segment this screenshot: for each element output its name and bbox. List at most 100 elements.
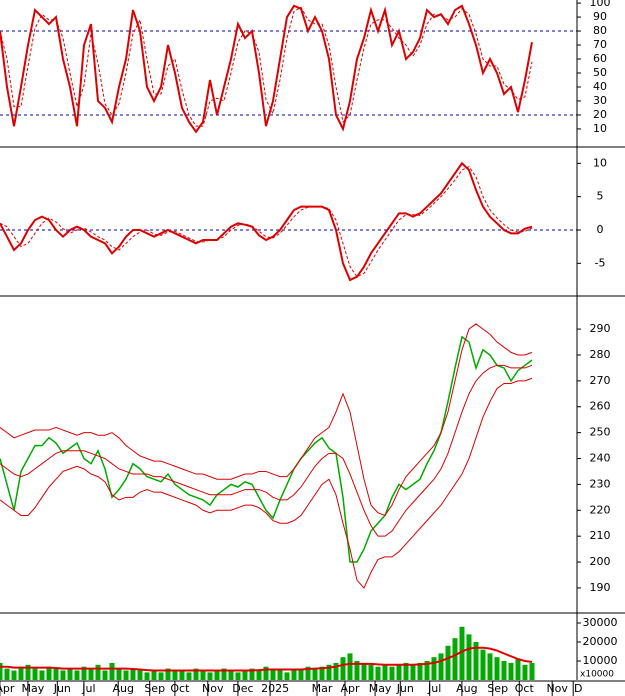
volume-bar (389, 666, 395, 680)
volume-bar (144, 672, 150, 680)
y-tick-label: 30 (593, 94, 607, 107)
series-line (0, 4, 533, 134)
y-tick-label: 70 (593, 38, 607, 51)
volume-bar (4, 668, 10, 680)
volume-bar (228, 670, 234, 680)
volume-bar (487, 653, 493, 680)
volume-bar (396, 664, 402, 680)
volume-bar (186, 672, 192, 680)
y-tick-label: 250 (590, 426, 611, 439)
volume-bar (501, 660, 507, 680)
volume-bar (53, 668, 59, 680)
x-tick-label: Jun (53, 682, 71, 695)
x-tick-label: Apr (0, 682, 15, 695)
volume-bar (326, 664, 332, 680)
volume-bar (256, 670, 262, 680)
volume-bar (39, 670, 45, 680)
x-tick-label: May (369, 682, 392, 695)
volume-bar (480, 649, 486, 680)
volume-bar (333, 662, 339, 680)
x-tick-label: Jun (396, 682, 414, 695)
y-tick-label: 10 (593, 156, 607, 169)
series-line (0, 161, 533, 282)
y-tick-label: 5 (597, 190, 604, 203)
volume-bar (319, 666, 325, 680)
series-line (0, 166, 533, 278)
x-tick-label: 2025 (261, 682, 289, 695)
y-tick-label: 0 (597, 223, 604, 236)
volume-bar (347, 653, 353, 680)
volume-bar (417, 662, 423, 680)
volume-bar (375, 666, 381, 680)
volume-bar (508, 662, 514, 680)
x-tick-label: Aug (112, 682, 133, 695)
series-line (0, 6, 533, 127)
y-tick-label: 210 (590, 529, 611, 542)
volume-bar (354, 660, 360, 680)
y-tick-label: 20 (593, 108, 607, 121)
series-line (0, 335, 533, 563)
volume-bar (340, 657, 346, 680)
x-tick-label: Oct (170, 682, 190, 695)
volume-bar (116, 668, 122, 680)
volume-bar (151, 670, 157, 680)
volume-bar (459, 626, 465, 680)
volume-bar (25, 664, 31, 680)
volume-bar (11, 670, 17, 680)
y-tick-label: 60 (593, 52, 607, 65)
x-tick-label: Nov (546, 682, 568, 695)
y-tick-label: 30000 (583, 616, 618, 629)
y-tick-label: 260 (590, 400, 611, 413)
volume-bar (410, 664, 416, 680)
x-tick-label: Nov (202, 682, 224, 695)
series-line (0, 364, 533, 537)
volume-bar (88, 668, 94, 680)
volume-bar (130, 668, 136, 680)
x-tick-label: May (22, 682, 45, 695)
volume-bar (200, 670, 206, 680)
y-tick-label: 290 (590, 322, 611, 335)
volume-bar (494, 657, 500, 680)
volume-bar (158, 672, 164, 680)
y-tick-label: -5 (595, 256, 606, 269)
volume-bar (137, 670, 143, 680)
volume-bar (81, 666, 87, 680)
volume-bar (529, 662, 535, 680)
y-tick-label: 10 (593, 122, 607, 135)
x-tick-label: Mar (312, 682, 333, 695)
volume-bar (165, 668, 171, 680)
y-tick-label: 20000 (583, 635, 618, 648)
volume-bar (284, 672, 290, 680)
volume-bar (466, 634, 472, 680)
y-tick-label: 270 (590, 374, 611, 387)
volume-bar (207, 672, 213, 680)
volume-bar (438, 653, 444, 680)
x-tick-label: Jul (81, 682, 95, 695)
y-tick-label: 90 (593, 10, 607, 23)
volume-bar (452, 638, 458, 680)
y-unit-label: x10000 (580, 670, 614, 680)
series-line (0, 377, 533, 589)
x-tick-label: Apr (340, 682, 360, 695)
y-tick-label: 190 (590, 581, 611, 594)
y-tick-label: 280 (590, 348, 611, 361)
volume-bar (214, 670, 220, 680)
volume-bar (291, 670, 297, 680)
y-tick-label: 40 (593, 80, 607, 93)
volume-bar (102, 670, 108, 680)
volume-bar (298, 668, 304, 680)
x-tick-label: D (574, 682, 582, 695)
volume-bar (60, 670, 66, 680)
volume-bar (305, 666, 311, 680)
volume-bar (179, 670, 185, 680)
volume-bar (403, 662, 409, 680)
volume-bar (95, 664, 101, 680)
volume-bar (172, 670, 178, 680)
y-tick-label: 240 (590, 452, 611, 465)
y-tick-label: 80 (593, 24, 607, 37)
y-tick-label: 230 (590, 477, 611, 490)
volume-bar (368, 664, 374, 680)
x-tick-label: Jul (427, 682, 441, 695)
x-tick-label: Sep (487, 682, 508, 695)
